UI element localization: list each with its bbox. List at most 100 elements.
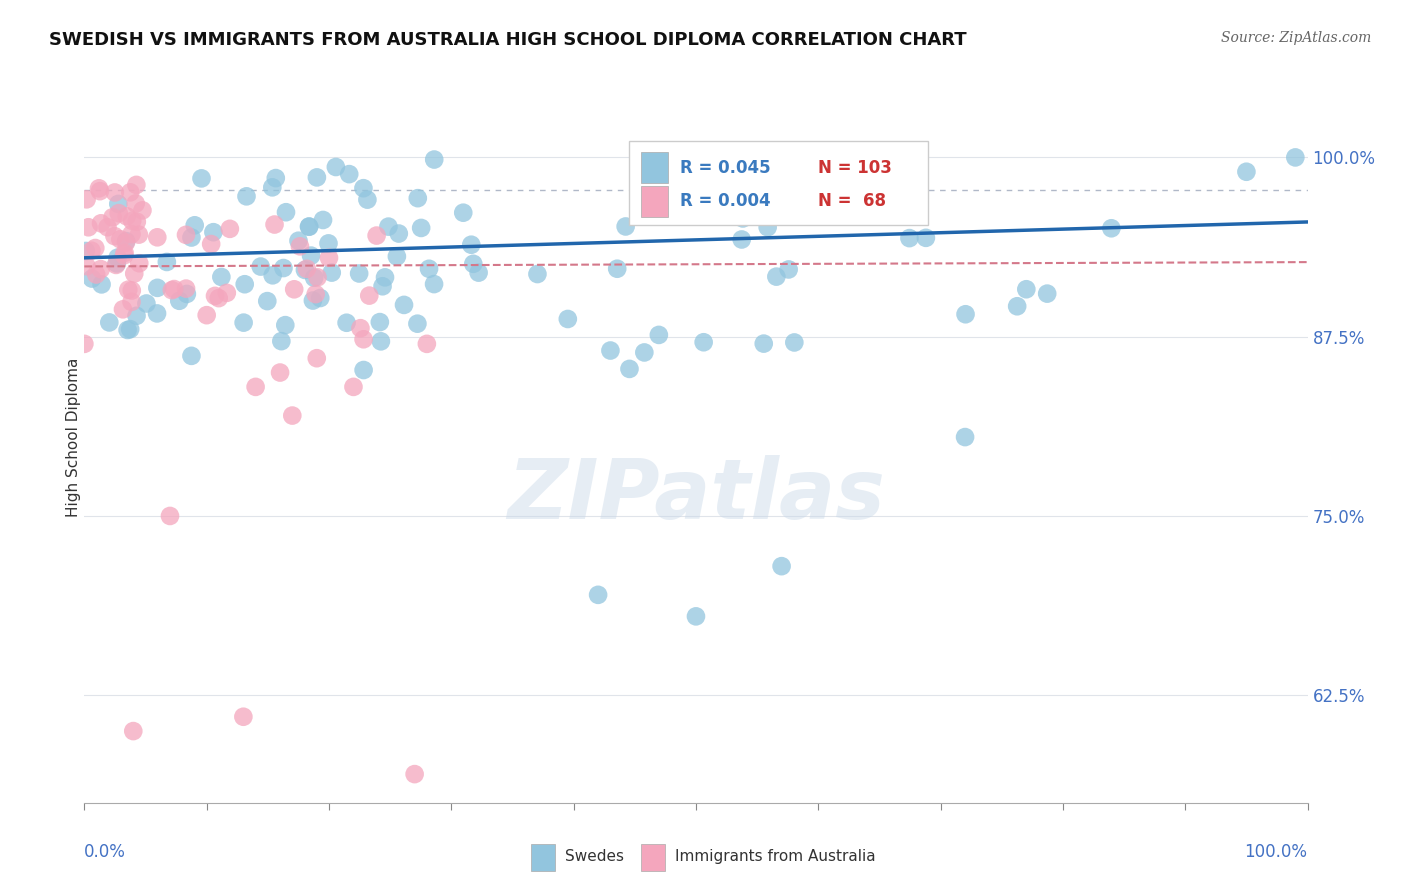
Point	[318, 251, 340, 265]
Point	[122, 267, 145, 281]
Point	[121, 214, 143, 228]
Point	[356, 193, 378, 207]
Text: N =  68: N = 68	[818, 193, 886, 211]
Point	[370, 334, 392, 349]
Point	[101, 211, 124, 225]
Point	[105, 256, 128, 270]
Point	[783, 335, 806, 350]
Point	[752, 336, 775, 351]
Point	[915, 231, 938, 245]
Point	[423, 153, 446, 167]
Point	[121, 284, 143, 298]
Point	[77, 220, 100, 235]
Point	[202, 225, 225, 239]
Point	[115, 235, 138, 250]
Point	[368, 315, 391, 329]
Point	[606, 261, 628, 276]
Point	[183, 219, 205, 233]
Point	[262, 268, 284, 283]
Point	[318, 236, 340, 251]
Point	[125, 196, 148, 211]
Point	[114, 246, 136, 260]
Point	[80, 271, 103, 285]
Point	[336, 316, 359, 330]
Point	[349, 321, 371, 335]
Text: Immigrants from Australia: Immigrants from Australia	[675, 849, 876, 864]
FancyBboxPatch shape	[641, 186, 668, 217]
Point	[128, 227, 150, 242]
Point	[337, 167, 360, 181]
Point	[309, 291, 332, 305]
Point	[174, 227, 197, 242]
Point	[112, 248, 135, 262]
FancyBboxPatch shape	[531, 845, 555, 871]
Point	[302, 293, 325, 308]
Point	[299, 249, 322, 263]
Point	[76, 259, 98, 273]
Point	[232, 710, 254, 724]
Point	[352, 181, 374, 195]
FancyBboxPatch shape	[641, 153, 668, 183]
Point	[321, 266, 343, 280]
Point	[342, 380, 364, 394]
Point	[122, 724, 145, 739]
Point	[208, 291, 231, 305]
Point	[692, 335, 714, 350]
Point	[411, 221, 433, 235]
Point	[156, 255, 179, 269]
Text: Swedes: Swedes	[565, 849, 624, 864]
Point	[281, 409, 304, 423]
Point	[648, 327, 671, 342]
Point	[302, 270, 325, 285]
Point	[125, 309, 148, 323]
Point	[125, 215, 148, 229]
Point	[215, 285, 238, 300]
Point	[371, 279, 394, 293]
Text: R = 0.004: R = 0.004	[681, 193, 770, 211]
Point	[232, 316, 254, 330]
Point	[120, 322, 142, 336]
Point	[117, 323, 139, 337]
FancyBboxPatch shape	[641, 845, 665, 871]
Point	[121, 227, 143, 242]
Point	[90, 277, 112, 292]
Point	[295, 261, 318, 276]
Point	[125, 178, 148, 192]
Point	[90, 216, 112, 230]
Point	[180, 349, 202, 363]
Point	[418, 261, 440, 276]
Point	[406, 317, 429, 331]
Point	[366, 228, 388, 243]
Point	[765, 269, 787, 284]
Point	[770, 559, 793, 574]
Point	[107, 206, 129, 220]
Point	[180, 230, 202, 244]
Text: 0.0%: 0.0%	[84, 843, 127, 861]
Point	[235, 189, 257, 203]
Point	[107, 251, 129, 265]
Point	[87, 181, 110, 195]
Point	[467, 266, 489, 280]
Text: 100.0%: 100.0%	[1244, 843, 1308, 861]
Point	[298, 219, 321, 234]
Point	[264, 171, 287, 186]
Point	[685, 609, 707, 624]
Point	[159, 508, 181, 523]
Point	[117, 283, 139, 297]
Point	[307, 270, 329, 285]
Point	[305, 287, 328, 301]
Point	[416, 336, 439, 351]
Point	[619, 362, 641, 376]
Point	[105, 258, 128, 272]
Text: ZIPatlas: ZIPatlas	[508, 455, 884, 536]
Point	[209, 269, 232, 284]
Point	[107, 197, 129, 211]
Point	[374, 270, 396, 285]
Point	[778, 262, 800, 277]
Point	[163, 282, 186, 296]
Point	[325, 160, 347, 174]
Point	[353, 332, 375, 346]
Point	[1236, 165, 1258, 179]
Point	[1036, 286, 1059, 301]
Point	[953, 430, 976, 444]
